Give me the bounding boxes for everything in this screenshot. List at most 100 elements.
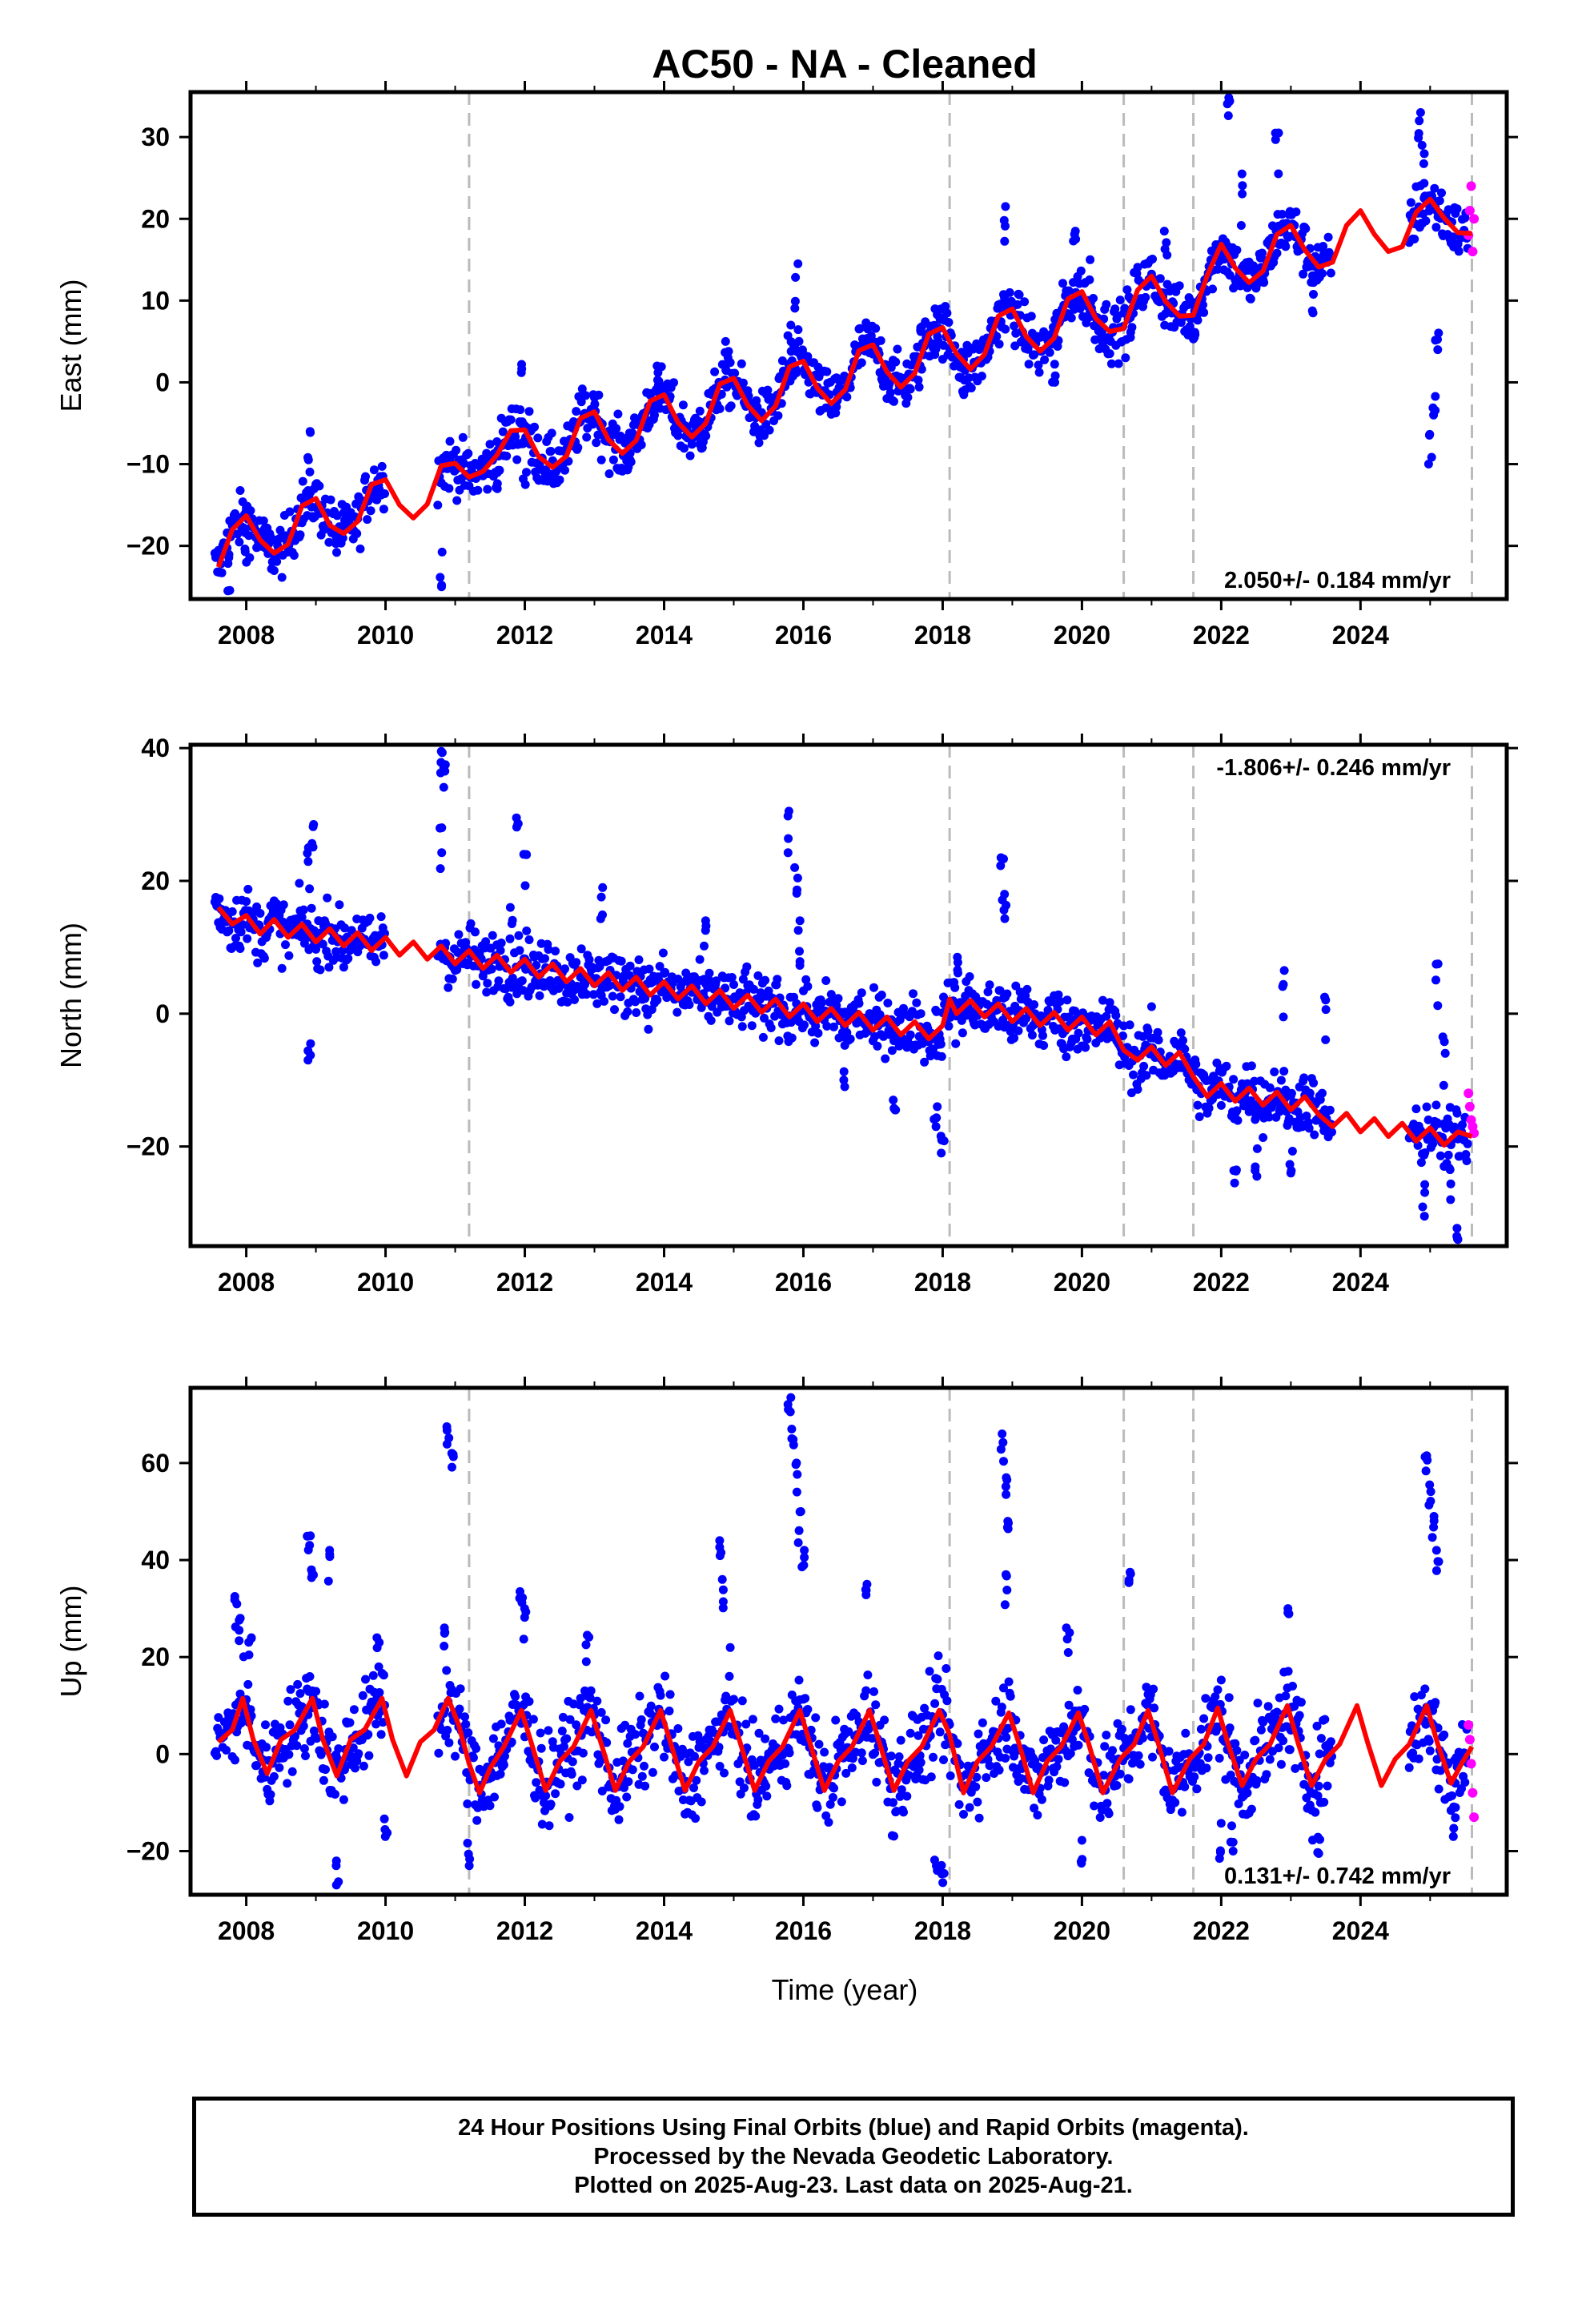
data-point <box>1259 1133 1268 1142</box>
data-point <box>1177 1807 1186 1817</box>
data-point <box>695 406 705 416</box>
data-point <box>299 1744 309 1753</box>
data-point <box>1433 1001 1443 1011</box>
data-point <box>1276 1076 1286 1085</box>
data-point <box>307 903 316 913</box>
data-point <box>1191 330 1200 340</box>
x-tick-label: 2010 <box>357 1916 414 1945</box>
data-point <box>1274 169 1283 179</box>
data-point <box>281 940 290 950</box>
data-point <box>935 1727 945 1737</box>
data-point <box>800 1553 809 1562</box>
data-point <box>581 1640 591 1650</box>
data-point <box>1326 268 1335 278</box>
y-tick-label: 20 <box>141 1642 170 1671</box>
data-point <box>690 1751 699 1761</box>
data-point <box>1216 1675 1226 1685</box>
data-point <box>880 1715 889 1725</box>
data-point <box>1307 278 1316 287</box>
data-point <box>305 1672 315 1681</box>
x-tick-label: 2010 <box>357 621 414 649</box>
data-point <box>1178 1035 1187 1045</box>
data-point <box>942 1664 951 1673</box>
data-point <box>1258 248 1267 258</box>
data-point <box>269 1771 279 1781</box>
data-point <box>1425 429 1435 439</box>
data-point <box>902 1791 912 1801</box>
y-tick-label: 0 <box>155 1739 170 1768</box>
data-point <box>212 1751 222 1760</box>
data-point <box>1460 1778 1470 1787</box>
y-tick-label: 30 <box>141 123 170 151</box>
east-panel: 2008 2010 2012 2014 2016 2018 2020 2022 2024−20−… <box>54 81 1518 649</box>
data-point <box>231 1755 239 1765</box>
data-point <box>1449 1823 1459 1833</box>
data-point <box>275 1763 284 1772</box>
data-point <box>225 585 235 595</box>
data-point <box>1122 285 1132 295</box>
data-point <box>352 529 362 538</box>
data-point <box>1414 129 1423 139</box>
data-point <box>235 1636 244 1646</box>
data-point <box>983 987 993 997</box>
data-point <box>761 1734 770 1743</box>
data-point <box>1085 275 1094 284</box>
data-point <box>439 782 448 792</box>
data-point <box>929 1752 938 1762</box>
data-point <box>451 1751 460 1761</box>
data-point <box>652 361 662 371</box>
data-point <box>1431 1546 1441 1555</box>
data-point <box>345 1718 355 1727</box>
data-point <box>440 1642 449 1651</box>
data-point <box>546 447 556 456</box>
data-point <box>700 941 709 951</box>
data-point <box>681 968 691 978</box>
data-point <box>351 1763 359 1773</box>
data-point <box>1228 1847 1238 1856</box>
data-point <box>1417 140 1427 150</box>
data-point <box>1415 116 1424 126</box>
data-point <box>1279 1012 1288 1022</box>
data-point <box>610 1005 619 1015</box>
data-point <box>1425 1746 1435 1755</box>
data-point <box>299 1721 308 1731</box>
x-axis-label: Time (year) <box>772 1973 918 2006</box>
data-point <box>624 451 633 460</box>
data-point <box>972 1772 982 1782</box>
data-point <box>971 1782 981 1791</box>
data-point <box>1247 1061 1256 1071</box>
data-point <box>640 1781 650 1791</box>
data-point <box>840 372 849 380</box>
data-point <box>1005 287 1014 297</box>
data-point <box>465 1854 475 1864</box>
data-point <box>326 495 335 505</box>
data-point <box>697 1797 706 1807</box>
data-point <box>442 1425 452 1435</box>
data-point <box>1020 297 1030 307</box>
data-point <box>996 861 1006 870</box>
data-point <box>1279 979 1288 989</box>
data-point <box>1426 1487 1435 1497</box>
data-point <box>442 1439 452 1449</box>
data-point <box>332 511 342 521</box>
data-point <box>889 1798 897 1807</box>
data-point <box>644 1024 653 1034</box>
data-point <box>522 926 532 935</box>
data-point <box>1440 1048 1450 1058</box>
data-point <box>826 990 836 999</box>
data-point <box>933 1102 942 1112</box>
data-point <box>1010 1033 1019 1043</box>
data-point <box>1320 1715 1330 1724</box>
y-tick-label: −20 <box>126 1836 170 1865</box>
data-point <box>795 947 804 956</box>
data-point <box>1095 1813 1105 1822</box>
data-point <box>1115 296 1125 305</box>
data-point <box>1027 1031 1037 1040</box>
data-point <box>568 1757 577 1767</box>
data-point <box>1215 1754 1224 1763</box>
data-point <box>886 1751 896 1761</box>
data-point <box>1000 914 1010 923</box>
data-point <box>458 432 468 442</box>
data-point <box>1437 188 1446 198</box>
data-point <box>978 1718 987 1727</box>
